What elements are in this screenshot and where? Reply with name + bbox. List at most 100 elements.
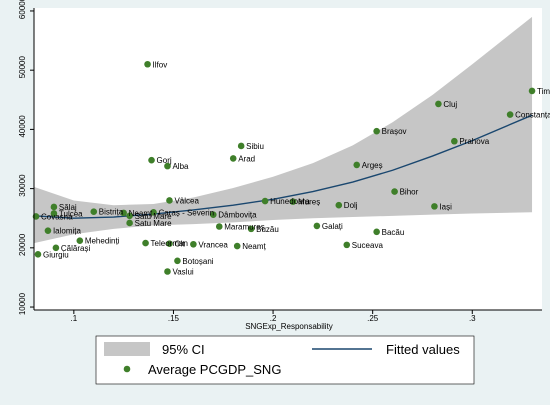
x-axis-title: SNGExp_Responsability (245, 322, 333, 331)
y-axis-ticks: 10000 20000 30000 40000 50000 60000 (18, 0, 34, 315)
data-point (126, 219, 133, 227)
point-label: Ialomița (53, 227, 82, 236)
data-point (353, 161, 361, 169)
data-point (343, 241, 351, 249)
data-point (164, 162, 171, 170)
x-tick-label: .1 (71, 314, 78, 323)
data-point (50, 203, 58, 211)
data-point (391, 188, 398, 195)
point-label: Botoșani (182, 257, 213, 266)
point-label: Mehedinți (85, 237, 120, 246)
data-point (431, 203, 438, 210)
ci-band-layer (34, 16, 533, 244)
x-axis-ticks: .1.15.2.25.3.35 (71, 310, 476, 323)
point-label: Vrancea (198, 240, 228, 249)
data-point (76, 237, 84, 245)
point-label: Maramureș (224, 223, 264, 232)
legend-fit-label: Fitted values (386, 342, 460, 357)
data-point (120, 209, 127, 217)
data-point (148, 156, 155, 164)
y-tick-label: 40000 (18, 115, 27, 138)
data-point (373, 127, 380, 135)
point-label: Galați (322, 222, 343, 231)
data-point (233, 242, 241, 250)
point-label: Iași (439, 202, 452, 211)
y-tick-label: 20000 (18, 233, 27, 256)
data-point (313, 222, 321, 230)
point-label: Hunedoara (270, 197, 310, 206)
points-layer (32, 60, 536, 275)
point-label: Buzău (256, 225, 279, 234)
point-label: Brașov (382, 127, 407, 136)
data-point (335, 201, 343, 209)
data-point (144, 60, 151, 68)
data-point (247, 225, 255, 233)
point-label: Cluj (443, 100, 457, 109)
data-point (150, 208, 157, 216)
point-label: Suceava (352, 241, 384, 250)
data-point (142, 239, 149, 247)
point-label: Ilfov (153, 60, 168, 69)
x-tick-label: .15 (168, 314, 180, 323)
y-tick-label: 50000 (18, 56, 27, 79)
data-point (209, 211, 217, 218)
point-label: Călărași (61, 244, 91, 253)
point-label: Argeș (362, 161, 383, 170)
point-label: Constanța (515, 111, 550, 120)
data-point (166, 197, 173, 204)
data-point (237, 142, 245, 150)
legend-ci-label: 95% CI (162, 342, 205, 357)
data-point (126, 212, 133, 220)
x-tick-label: .2 (270, 314, 277, 323)
data-point (166, 240, 173, 247)
point-label: Dâmbovița (218, 211, 257, 220)
legend-point-swatch (123, 365, 131, 373)
y-tick-label: 60000 (18, 0, 27, 19)
point-label: Satu Mare (135, 219, 172, 228)
point-label: Tulcea (59, 209, 83, 218)
data-point (90, 208, 98, 216)
legend-point-label: Average PCGDP_SNG (148, 362, 281, 377)
labels-layer: Ilfov Timiș Cluj Constanța Brașov Prahova Sibi… (41, 60, 550, 276)
point-label: Gorj (157, 156, 172, 165)
data-point (174, 257, 181, 265)
data-point (435, 100, 442, 108)
point-label: Vaslui (172, 268, 193, 277)
x-tick-label: .3 (469, 314, 476, 323)
data-point (34, 251, 42, 258)
y-tick-label: 30000 (18, 174, 27, 197)
point-label: Alba (172, 162, 189, 171)
data-point (528, 87, 536, 95)
data-point (52, 244, 60, 252)
point-label: Neamț (242, 242, 266, 251)
point-label: Prahova (459, 137, 489, 146)
point-label: Arad (238, 154, 255, 163)
data-point (50, 210, 58, 217)
x-tick-label: .25 (367, 314, 379, 323)
point-label: Sălaj (59, 203, 77, 212)
data-point (373, 228, 380, 236)
data-point (44, 227, 52, 234)
point-label: Giurgiu (43, 250, 69, 259)
point-label: Bistrița (99, 208, 124, 217)
data-point (261, 197, 269, 205)
ci-band (34, 16, 533, 244)
data-point (164, 268, 171, 275)
point-label: Teleorman (151, 239, 188, 248)
point-label: Neamț (129, 209, 153, 218)
data-point (190, 240, 197, 248)
fit-line (33, 114, 533, 219)
data-point (215, 223, 223, 230)
point-label: Covasna (41, 212, 73, 221)
fit-line-layer (33, 114, 533, 219)
point-label: Olt (174, 240, 185, 249)
point-label: Caraș - Severin (159, 208, 215, 217)
data-point (451, 137, 458, 145)
point-label: Bihor (400, 188, 419, 197)
legend-ci-swatch (104, 342, 150, 356)
legend-frame (95, 335, 475, 385)
point-label: Timiș (537, 87, 550, 96)
data-point (229, 155, 237, 162)
point-label: Vâlcea (174, 196, 199, 205)
